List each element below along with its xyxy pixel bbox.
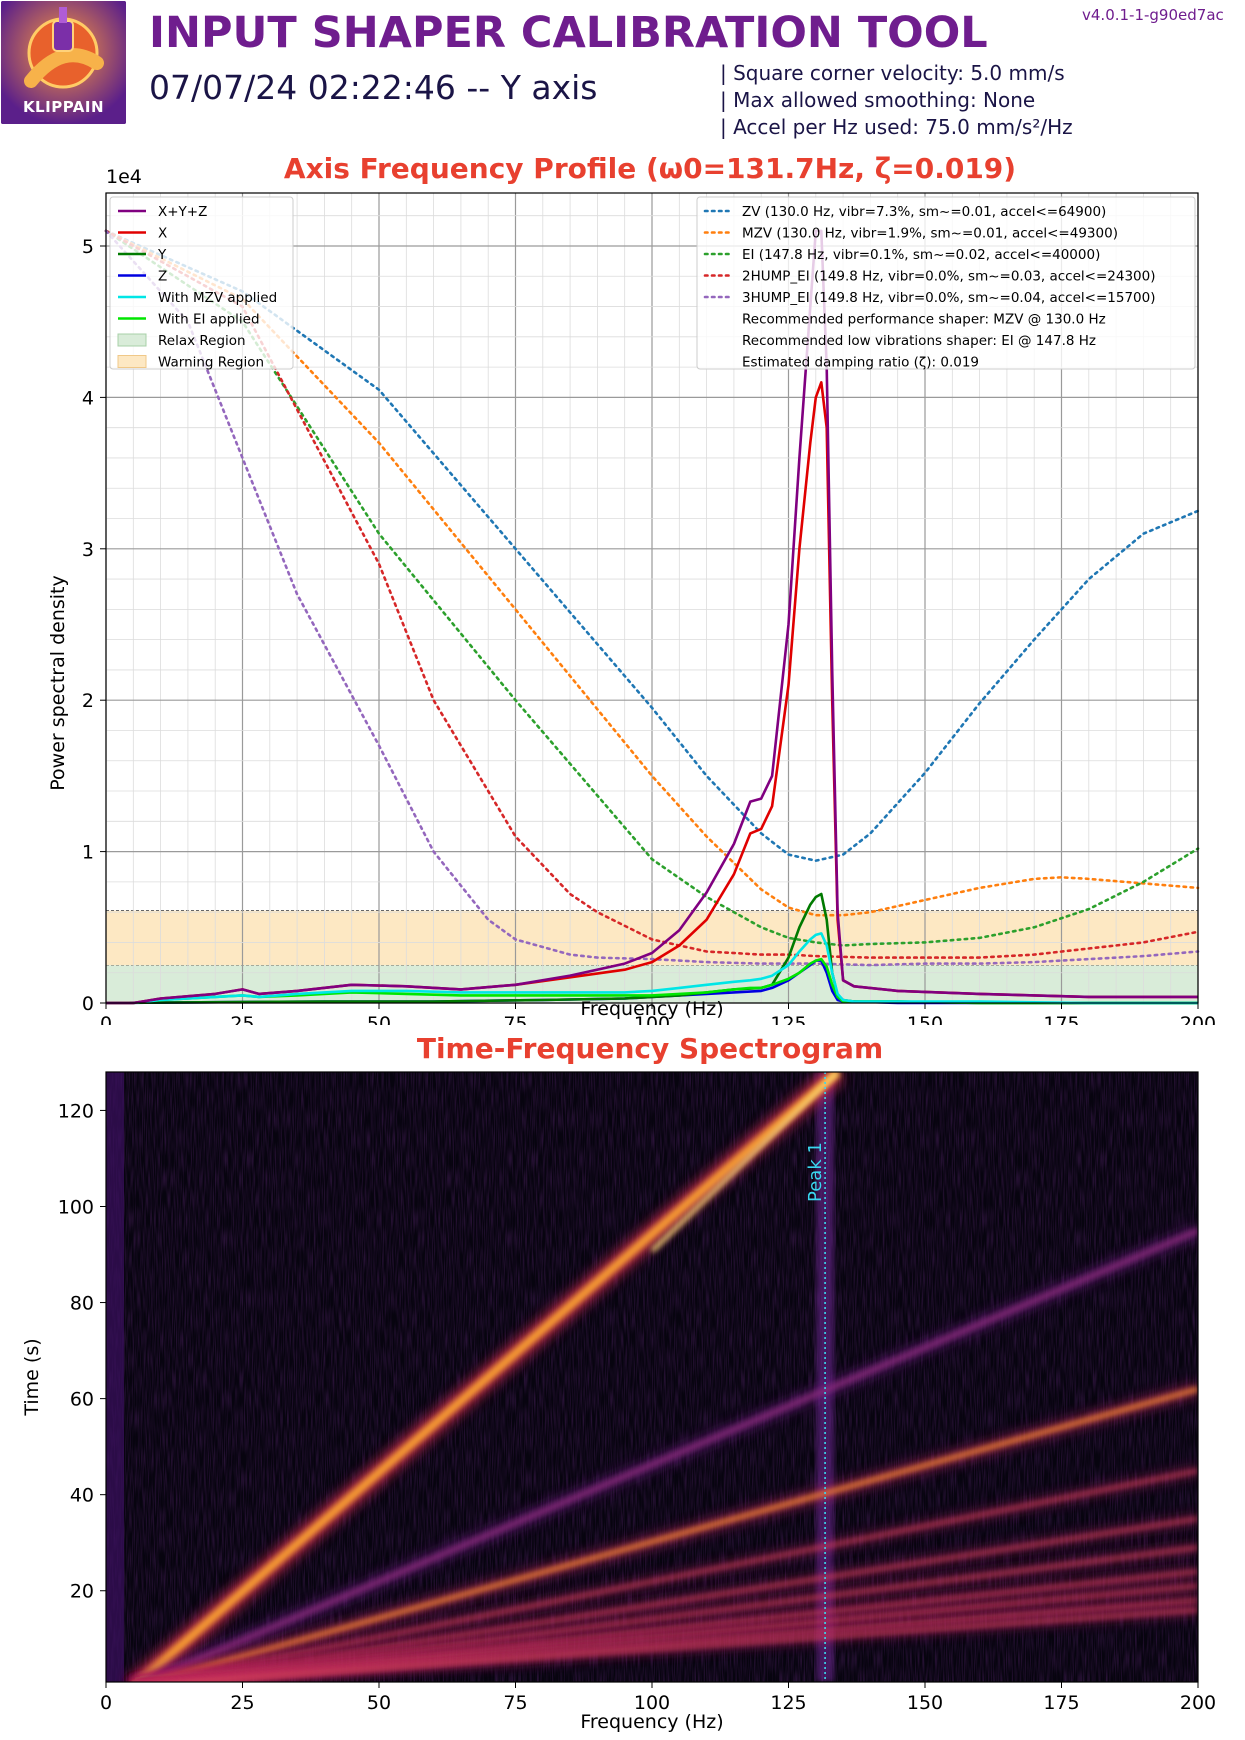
peak-marker-label: Peak 1 <box>805 1142 826 1202</box>
legend-entry: 3HUMP_EI (149.8 Hz, vibr=0.0%, sm~=0.04,… <box>742 290 1156 306</box>
series-line-xyz <box>106 229 1198 1005</box>
sweep-line-h2 <box>138 1228 1198 1682</box>
y-tick-label: 60 <box>70 1389 94 1411</box>
klippain-logo-art <box>1 1 126 124</box>
legend-entry: Y <box>157 247 167 263</box>
x-tick-label: 75 <box>503 1013 527 1025</box>
legend-note: Recommended low vibrations shaper: EI @ … <box>742 333 1096 349</box>
series-line-mzv_applied <box>106 932 1198 1005</box>
legend-entry: X <box>158 226 167 242</box>
x-axis-label: Frequency (Hz) <box>580 1711 723 1733</box>
x-tick-label: 150 <box>907 1692 943 1714</box>
info-line: | Max allowed smoothing: None <box>720 88 1036 112</box>
legend-note: Recommended performance shaper: MZV @ 13… <box>742 312 1106 328</box>
legend-box <box>109 196 294 370</box>
series-line-hump3 <box>104 229 1200 967</box>
y-tick-label: 100 <box>58 1196 94 1218</box>
y-tick-label: 2 <box>82 690 94 712</box>
sweep-line-h1 <box>131 1072 841 1682</box>
legend-entry: With MZV applied <box>158 290 277 306</box>
legend-box <box>696 196 1196 370</box>
x-tick-label: 50 <box>367 1692 391 1714</box>
x-tick-label: 25 <box>230 1013 254 1025</box>
x-tick-label: 200 <box>1180 1013 1216 1025</box>
y-axis-label: Power spectral density <box>47 575 69 790</box>
frequency-profile-chart: Axis Frequency Profile (ω0=131.7Hz, ζ=0.… <box>47 152 1216 1025</box>
chart-title: Axis Frequency Profile (ω0=131.7Hz, ζ=0.… <box>284 152 1016 185</box>
legend-swatch <box>117 355 147 368</box>
y-tick-label: 4 <box>82 387 94 409</box>
legend-entry: Warning Region <box>158 355 264 371</box>
x-axis-label: Frequency (Hz) <box>580 998 723 1020</box>
x-tick-label: 25 <box>230 1692 254 1714</box>
logo-text: KLIPPAIN <box>22 98 105 116</box>
series-line-mzv <box>104 229 1200 917</box>
legend-note: Estimated damping ratio (ζ): 0.019 <box>742 355 979 371</box>
x-tick-label: 75 <box>503 1692 527 1714</box>
x-tick-label: 175 <box>1043 1692 1079 1714</box>
y-tick-label: 0 <box>82 993 94 1015</box>
y-tick-label: 5 <box>82 236 94 258</box>
legend-entry: X+Y+Z <box>158 204 207 220</box>
y-tick-label: 1 <box>82 842 94 864</box>
legend-entry: Z <box>158 269 167 285</box>
klippain-logo: KLIPPAIN <box>1 1 126 124</box>
sweep-line-h5 <box>154 1517 1198 1682</box>
legend-swatch <box>117 333 147 347</box>
legend-entry: EI (147.8 Hz, vibr=0.1%, sm~=0.02, accel… <box>742 247 1100 263</box>
chart-title: Time-Frequency Spectrogram <box>417 1032 883 1065</box>
x-tick-label: 175 <box>1043 1013 1079 1025</box>
sweep-core <box>650 1072 840 1253</box>
x-tick-label: 100 <box>634 1692 670 1714</box>
sweep-line-h4 <box>149 1469 1198 1682</box>
x-tick-label: 100 <box>634 1013 670 1025</box>
x-tick-label: 150 <box>907 1013 943 1025</box>
sweep-line-h10 <box>179 1608 1198 1682</box>
legend-entry: With EI applied <box>158 312 260 328</box>
x-tick-label: 125 <box>770 1013 806 1025</box>
series-line-hump2 <box>104 229 1200 959</box>
x-tick-label: 125 <box>770 1692 806 1714</box>
legend-entry: MZV (130.0 Hz, vibr=1.9%, sm~=0.01, acce… <box>742 226 1118 242</box>
series-line-zv <box>104 229 1200 863</box>
version-label: v4.0.1-1-g90ed7ac <box>1082 6 1224 24</box>
x-tick-label: 0 <box>100 1013 112 1025</box>
y-tick-label: 80 <box>70 1293 94 1315</box>
x-tick-label: 200 <box>1180 1692 1216 1714</box>
y-axis-label: Time (s) <box>21 1338 43 1416</box>
legend-entry: 2HUMP_EI (149.8 Hz, vibr=0.0%, sm~=0.03,… <box>742 269 1156 285</box>
info-line: | Square corner velocity: 5.0 mm/s <box>720 61 1065 85</box>
info-line: | Accel per Hz used: 75.0 mm/s²/Hz <box>720 115 1073 139</box>
y-tick-label: 20 <box>70 1581 94 1603</box>
spectrogram-chart: Time-Frequency Spectrogram Peak 1 0 25 50 7… <box>21 1032 1216 1733</box>
x-tick-label: 50 <box>367 1013 391 1025</box>
sweep-line-h3 <box>141 1386 1198 1682</box>
sweep-line-h6 <box>158 1546 1198 1682</box>
y-tick-label: 120 <box>58 1100 94 1122</box>
page-title: INPUT SHAPER CALIBRATION TOOL <box>149 8 988 58</box>
x-tick-label: 0 <box>100 1692 112 1714</box>
info-block: | Square corner velocity: 5.0 mm/s | Max… <box>720 60 1073 141</box>
page-subtitle: 07/07/24 02:22:46 -- Y axis <box>149 68 598 107</box>
legend-entry: ZV (130.0 Hz, vibr=7.3%, sm~=0.01, accel… <box>742 204 1106 220</box>
y-scale-label: 1e4 <box>106 166 142 188</box>
low-frequency-band <box>106 1072 124 1682</box>
y-tick-label: 3 <box>82 539 94 561</box>
series-line-ei <box>104 229 1200 947</box>
y-tick-label: 40 <box>70 1485 94 1507</box>
legend-entry: Relax Region <box>158 333 246 349</box>
